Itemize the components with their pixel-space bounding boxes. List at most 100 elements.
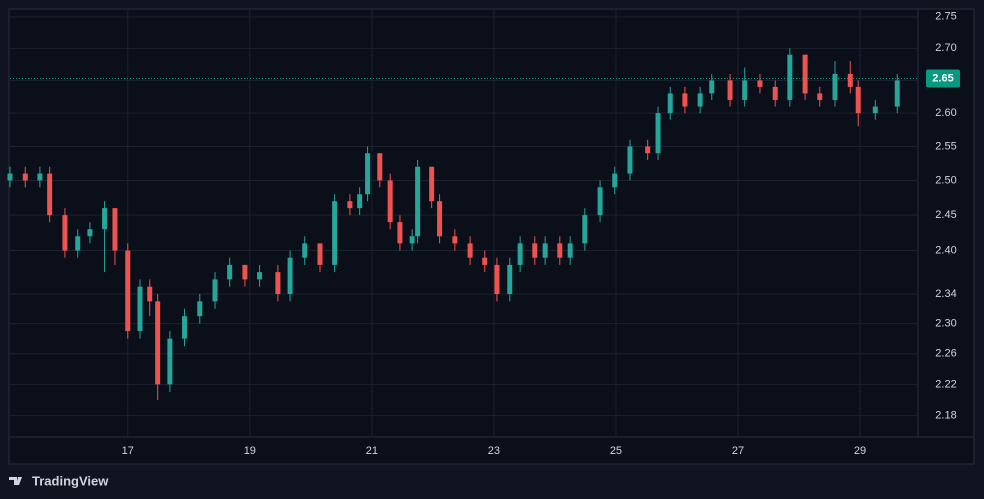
candle-body [757,80,763,87]
y-tick-label: 2.70 [935,42,956,54]
candle [872,99,878,120]
candle-body [542,243,548,258]
candle [409,229,415,251]
candle [147,279,153,317]
candle-body [227,264,233,280]
candle [655,106,661,160]
candle [582,208,588,251]
candle [112,208,118,265]
candle [482,250,488,273]
chart-frame [8,8,975,465]
y-tick-label: 2.30 [935,318,956,330]
candle [212,272,218,309]
candle [317,243,323,273]
candle [557,236,563,265]
candle-body [802,54,808,94]
candle-body [612,173,618,188]
candle [357,187,363,216]
candle [667,86,673,120]
candle [377,153,383,188]
candle [817,86,823,107]
candle-body [197,301,203,317]
candle [517,236,523,273]
candle-body [517,243,523,265]
candle-body [397,222,403,244]
candle [742,67,748,107]
candle-body [645,146,651,154]
x-tick-label: 21 [366,445,378,457]
candle-body [742,80,748,100]
candle-body [212,279,218,302]
candle [365,146,371,202]
candle-body [347,201,353,209]
candle-body [597,187,603,216]
candle [727,73,733,107]
candle [332,194,338,273]
y-tick-label: 2.45 [935,209,956,221]
candle-body [387,180,393,223]
candle [452,229,458,251]
candle [302,236,308,265]
candle-body [847,73,853,87]
last-price-label: 2.65 [932,72,953,84]
candle [257,264,263,287]
candle-body [365,153,371,195]
candle [802,54,808,100]
candle-body [727,80,733,100]
y-tick-label: 2.50 [935,174,956,186]
candle [197,294,203,324]
candle-body [894,80,900,107]
candle [102,201,108,273]
candle [772,80,778,107]
y-tick-label: 2.40 [935,244,956,256]
candle-body [855,86,861,114]
candle-body [47,173,53,216]
candle [137,279,143,339]
candle [507,257,513,302]
candle [287,250,293,302]
candle-body [62,215,68,251]
candle [612,166,618,195]
x-tick-label: 17 [122,445,134,457]
candle-body [167,338,173,385]
candle-body [287,257,293,295]
candle [415,159,421,244]
x-tick-label: 27 [732,445,744,457]
candle-body [415,166,421,237]
candle [532,236,538,265]
candle [855,80,861,127]
candle-body [7,173,13,181]
candle [682,86,688,114]
candle-body [87,229,93,237]
candle-body [532,243,538,258]
candle-body [482,257,488,265]
candle-body [507,264,513,295]
candle-body [452,236,458,244]
candle-body [102,208,108,230]
candle [709,73,715,100]
candle-body [317,243,323,265]
candle [182,308,188,347]
candle-body [182,316,188,339]
plot [7,9,918,437]
candle-body [872,106,878,114]
x-tick-label: 25 [610,445,622,457]
candle-body [357,194,363,209]
candle [167,331,173,393]
candle [242,264,248,287]
candle-body [567,243,573,258]
candle [347,194,353,216]
candle-body [377,153,383,181]
y-tick-label: 2.22 [935,378,956,390]
candle-body [275,272,281,295]
candle [387,173,393,230]
candle-body [627,146,633,174]
candle-body [787,54,793,100]
candle [787,48,793,107]
y-tick-label: 2.55 [935,140,956,152]
candle [467,236,473,265]
candle-body [37,173,43,181]
candle-body [147,286,153,302]
candle [429,166,435,209]
candle-body [832,73,838,100]
